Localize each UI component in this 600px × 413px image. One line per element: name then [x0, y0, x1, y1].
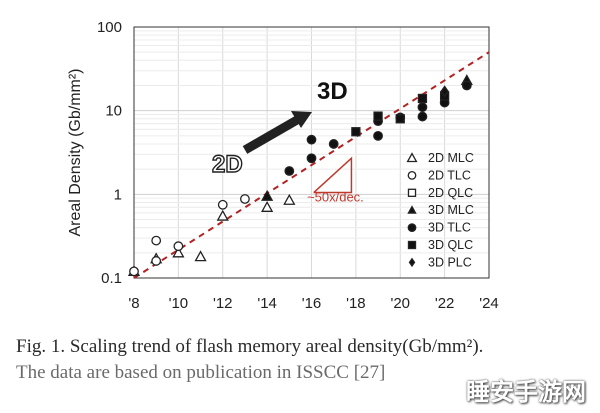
data-point — [417, 93, 428, 104]
data-point — [129, 266, 139, 277]
data-point — [172, 246, 185, 258]
x-tick-label: '12 — [213, 295, 233, 312]
arrow-head — [291, 111, 312, 128]
grid — [133, 27, 490, 279]
data-point — [440, 85, 449, 98]
data-point — [306, 153, 317, 164]
plot-frame — [133, 26, 490, 279]
data-point — [261, 189, 274, 201]
data-points — [127, 74, 473, 277]
data-point — [395, 114, 405, 124]
x-tick-label: '22 — [435, 295, 455, 312]
x-axis-ticks: '8 '10 '12 '14 '16 '18 '20 '22 '24 — [128, 295, 498, 312]
x-tick-label: '10 — [169, 295, 189, 312]
y-axis-label: Areal Density (Gb/mm²) — [67, 68, 84, 236]
watermark: 睡安手游网 — [466, 378, 586, 406]
legend-label: 2D QLC — [428, 186, 473, 200]
trend-line — [133, 51, 490, 279]
legend-marker — [407, 223, 417, 232]
legend-label: 2D TLC — [428, 168, 471, 182]
y-tick-label: 0.1 — [101, 270, 122, 287]
y-tick-label: 10 — [105, 103, 122, 120]
chart: 0.1 1 10 100 '8 '10 '12 '14 '16 '18 '20 '22 '24 Are… — [67, 19, 499, 312]
data-point — [261, 200, 274, 212]
data-point — [351, 127, 361, 137]
x-tick-label: '20 — [390, 295, 410, 312]
data-point — [151, 256, 162, 266]
caption-line-2: The data are based on publication in ISS… — [16, 362, 386, 383]
x-tick-label: '18 — [346, 295, 366, 312]
data-point — [306, 134, 317, 145]
y-axis-ticks: 0.1 1 10 100 — [97, 19, 122, 287]
legend-marker — [407, 188, 417, 197]
y-tick-label: 100 — [97, 19, 122, 36]
data-point — [283, 193, 296, 205]
x-tick-label: '8 — [128, 295, 139, 312]
data-point — [216, 209, 229, 221]
legend-marker — [407, 205, 417, 214]
data-point — [173, 241, 184, 252]
legend: 2D MLC 2D TLC 2D QLC 3D MLC 3D TLC 3D QLC 3D P… — [406, 151, 474, 269]
x-tick-label: '14 — [257, 295, 277, 312]
label-2d: 2D — [212, 151, 243, 178]
y-tick-label: 1 — [114, 186, 122, 203]
x-tick-label: '16 — [302, 295, 322, 312]
legend-label: 3D QLC — [428, 238, 473, 252]
data-point — [217, 199, 228, 210]
slope-indicator: ~50x/dec. — [307, 156, 364, 205]
data-point — [417, 111, 428, 122]
data-point — [417, 102, 428, 113]
legend-marker — [408, 257, 416, 268]
data-point — [151, 235, 162, 246]
legend-label: 3D MLC — [428, 203, 474, 217]
label-3d: 3D — [317, 78, 348, 105]
data-point — [194, 250, 207, 262]
data-point — [373, 111, 383, 121]
x-tick-label: '24 — [479, 295, 499, 312]
arrow-shaft — [242, 116, 300, 154]
data-point — [328, 139, 339, 149]
legend-marker — [407, 240, 417, 250]
2d-to-3d-arrow — [242, 111, 312, 154]
data-point — [284, 166, 295, 176]
data-point — [240, 194, 250, 204]
legend-label: 3D TLC — [428, 221, 471, 235]
caption-line-1: Fig. 1. Scaling trend of flash memory ar… — [16, 336, 484, 357]
data-point — [373, 130, 383, 141]
slope-label: ~50x/dec. — [307, 190, 364, 205]
legend-label: 3D PLC — [428, 255, 472, 269]
legend-label: 2D MLC — [428, 151, 474, 165]
legend-marker — [407, 171, 417, 180]
legend-marker — [406, 152, 418, 163]
slope-triangle — [313, 156, 353, 194]
data-point — [461, 80, 472, 91]
